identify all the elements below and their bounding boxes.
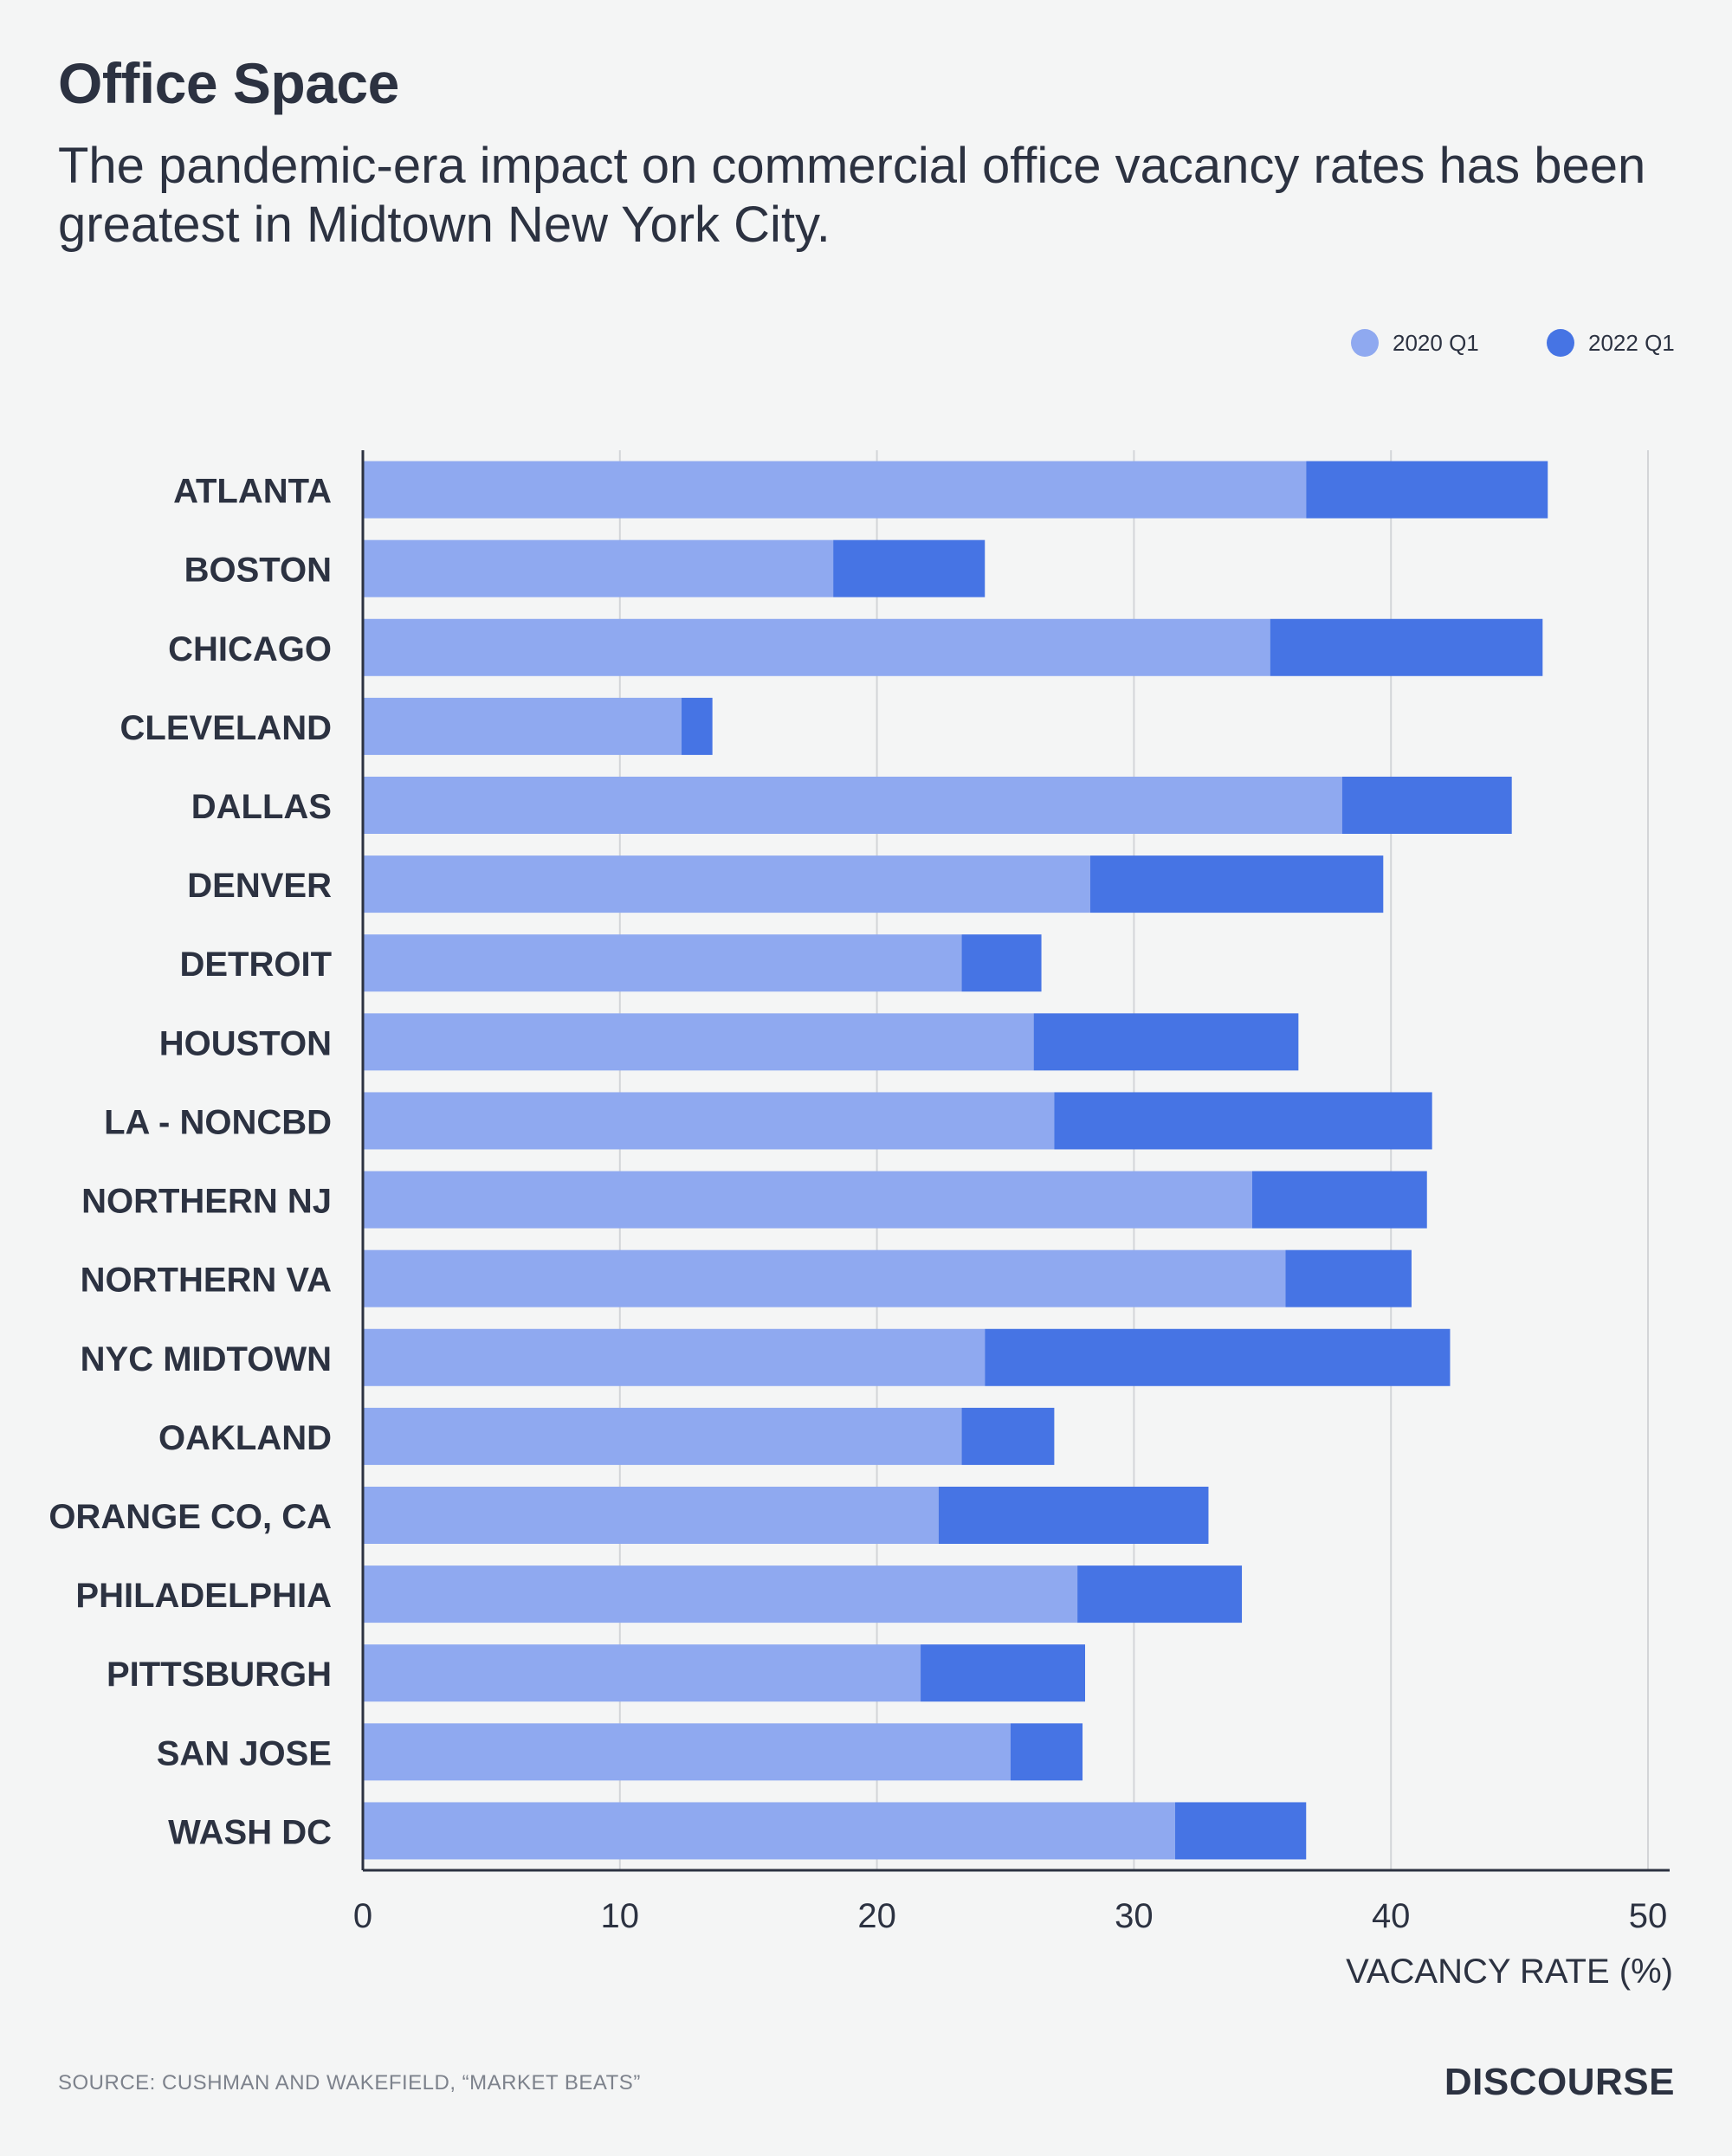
chart-subtitle: The pandemic-era impact on commercial of… — [58, 138, 1646, 253]
category-label: DETROIT — [179, 946, 332, 984]
bar-dallas-2022-q1 — [1341, 777, 1512, 834]
bar-orange-co-ca-2022-q1 — [938, 1487, 1209, 1544]
bar-northern-va-2022-q1 — [1285, 1249, 1412, 1307]
bar-cleveland-2022-q1 — [682, 697, 713, 755]
category-label: DENVER — [187, 867, 332, 905]
bar-denver-2020-q1 — [363, 855, 1090, 913]
bar-atlanta-2020-q1 — [363, 461, 1307, 519]
bar-oakland-2020-q1 — [363, 1407, 962, 1465]
category-label: NORTHERN NJ — [81, 1183, 332, 1221]
bar-houston-2022-q1 — [1033, 1013, 1299, 1071]
bar-philadelphia-2022-q1 — [1077, 1565, 1243, 1623]
category-label: NYC MIDTOWN — [81, 1340, 332, 1378]
bar-northern-nj-2022-q1 — [1251, 1171, 1427, 1229]
bar-northern-va-2020-q1 — [363, 1249, 1286, 1307]
bar-chicago-2022-q1 — [1270, 618, 1543, 676]
category-label: PITTSBURGH — [107, 1656, 332, 1694]
bar-denver-2022-q1 — [1089, 855, 1384, 913]
bar-pittsburgh-2020-q1 — [363, 1644, 921, 1702]
bar-philadelphia-2020-q1 — [363, 1565, 1078, 1623]
x-tick-label: 0 — [353, 1897, 372, 1935]
bar-houston-2020-q1 — [363, 1013, 1034, 1071]
bar-san-jose-2020-q1 — [363, 1723, 1011, 1781]
bar-nyc-midtown-2020-q1 — [363, 1328, 986, 1386]
x-tick-label: 50 — [1629, 1897, 1668, 1935]
legend-swatch-2020 — [1351, 329, 1379, 357]
bar-cleveland-2020-q1 — [363, 697, 682, 755]
category-label: SAN JOSE — [157, 1734, 332, 1772]
category-label: HOUSTON — [159, 1024, 332, 1062]
x-axis-title: VACANCY RATE (%) — [1346, 1953, 1673, 1991]
brand-logo: DISCOURSE — [1444, 2061, 1675, 2103]
bar-boston-2020-q1 — [363, 539, 834, 597]
bar-la-noncbd-2022-q1 — [1054, 1092, 1432, 1150]
bar-chicago-2020-q1 — [363, 618, 1270, 676]
legend-item-2020: 2020 Q1 — [1351, 329, 1479, 357]
bar-detroit-2020-q1 — [363, 934, 962, 992]
source-note: SOURCE: CUSHMAN AND WAKEFIELD, “MARKET B… — [58, 2071, 641, 2095]
category-label: WASH DC — [168, 1813, 332, 1851]
bar-la-noncbd-2020-q1 — [363, 1092, 1055, 1150]
category-label: CHICAGO — [168, 630, 332, 668]
bar-dallas-2020-q1 — [363, 777, 1342, 834]
chart-title: Office Space — [58, 51, 399, 115]
category-label: NORTHERN VA — [81, 1262, 332, 1300]
bar-wash-dc-2022-q1 — [1174, 1802, 1307, 1860]
bar-orange-co-ca-2020-q1 — [363, 1487, 939, 1544]
category-label: DALLAS — [191, 788, 332, 826]
bar-detroit-2022-q1 — [961, 934, 1042, 992]
category-label: LA - NONCBD — [104, 1103, 332, 1141]
legend-item-2022: 2022 Q1 — [1547, 329, 1675, 357]
x-tick-label: 40 — [1372, 1897, 1411, 1935]
category-label: BOSTON — [184, 552, 332, 590]
bar-wash-dc-2020-q1 — [363, 1802, 1175, 1860]
category-label: ATLANTA — [173, 473, 332, 511]
category-label: ORANGE CO, CA — [48, 1498, 332, 1536]
x-tick-label: 10 — [601, 1897, 640, 1935]
legend-swatch-2022 — [1547, 329, 1574, 357]
bar-northern-nj-2020-q1 — [363, 1171, 1252, 1229]
bar-oakland-2022-q1 — [961, 1407, 1055, 1465]
bar-boston-2022-q1 — [833, 539, 986, 597]
category-label: OAKLAND — [158, 1419, 332, 1457]
legend: 2020 Q1 2022 Q1 — [0, 329, 1732, 364]
legend-label-2022: 2022 Q1 — [1588, 329, 1675, 356]
category-label: CLEVELAND — [120, 709, 332, 747]
bar-san-jose-2022-q1 — [1010, 1723, 1083, 1781]
legend-label-2020: 2020 Q1 — [1393, 329, 1479, 356]
bar-pittsburgh-2022-q1 — [921, 1644, 1086, 1702]
bar-atlanta-2022-q1 — [1306, 461, 1548, 519]
category-label: PHILADELPHIA — [75, 1577, 332, 1615]
bar-nyc-midtown-2022-q1 — [985, 1328, 1451, 1386]
x-tick-label: 20 — [857, 1897, 896, 1935]
x-tick-label: 30 — [1115, 1897, 1154, 1935]
